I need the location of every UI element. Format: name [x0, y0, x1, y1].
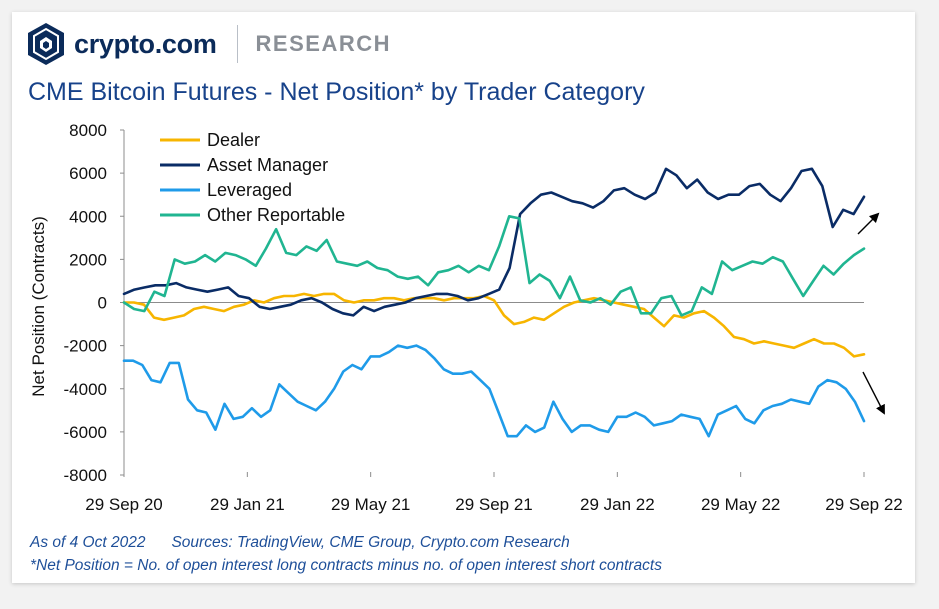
series-line-asset-manager	[122, 167, 866, 317]
legend-label-asset-manager: Asset Manager	[207, 155, 328, 175]
x-tick-label: 29 Jan 22	[580, 495, 655, 514]
series-line-other-reportable	[122, 215, 866, 317]
y-tick-label: 4000	[69, 207, 107, 226]
footer-line-1: As of 4 Oct 2022 Sources: TradingView, CM…	[30, 534, 570, 552]
x-tick-label: 29 Sep 22	[825, 495, 903, 514]
legend-label-dealer: Dealer	[207, 130, 260, 150]
x-tick-label: 29 Sep 21	[455, 495, 533, 514]
y-tick-label: 6000	[69, 164, 107, 183]
y-axis-title: Net Position (Contracts)	[29, 216, 48, 396]
y-tick-label: -6000	[64, 423, 107, 442]
crypto-com-logo-icon	[28, 23, 64, 65]
chart-title: CME Bitcoin Futures - Net Position* by T…	[28, 78, 645, 106]
annotation-arrow-down	[862, 371, 885, 415]
y-tick-label: -4000	[64, 380, 107, 399]
y-tick-label: -8000	[64, 466, 107, 485]
y-tick-label: -2000	[64, 337, 107, 356]
series-line-dealer	[122, 292, 866, 358]
sources-note: Sources: TradingView, CME Group, Crypto.…	[171, 534, 570, 551]
y-tick-label: 0	[98, 294, 107, 313]
x-tick-label: 29 May 22	[701, 495, 780, 514]
y-tick-label: 8000	[69, 121, 107, 140]
footnote: *Net Position = No. of open interest lon…	[30, 557, 662, 574]
legend-label-other-reportable: Other Reportable	[207, 205, 345, 225]
as-of-date: As of 4 Oct 2022	[30, 534, 146, 551]
x-tick-label: 29 May 21	[331, 495, 410, 514]
x-tick-label: 29 Jan 21	[210, 495, 285, 514]
y-tick-label: 2000	[69, 250, 107, 269]
brand-section: RESEARCH	[255, 31, 392, 56]
x-tick-label: 29 Sep 20	[85, 495, 163, 514]
legend-label-leveraged: Leveraged	[207, 180, 292, 200]
brand-header: crypto.com RESEARCH	[26, 22, 391, 66]
brand-divider	[236, 25, 238, 63]
brand-name: crypto.com	[74, 28, 217, 59]
series-line-leveraged	[122, 344, 866, 438]
annotation-arrow-up	[857, 212, 880, 235]
